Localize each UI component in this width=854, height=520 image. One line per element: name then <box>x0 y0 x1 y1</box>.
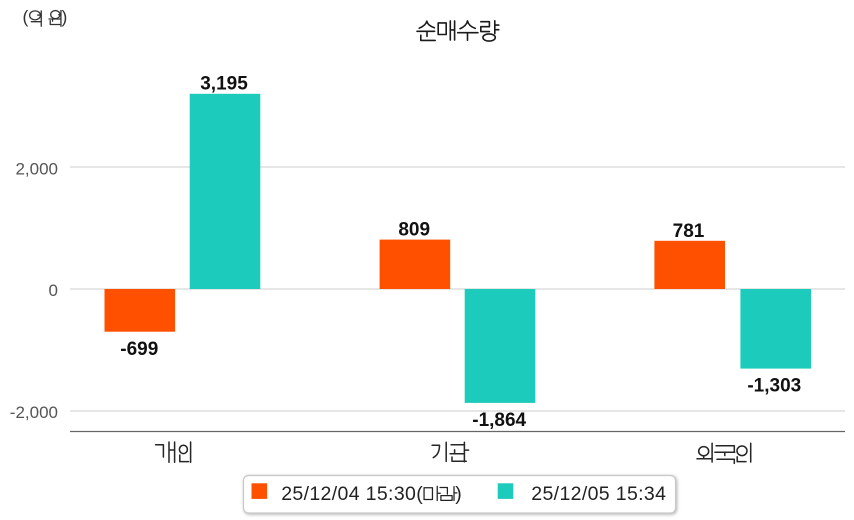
svg-text:0: 0 <box>49 281 58 300</box>
svg-text:-699: -699 <box>120 339 158 360</box>
svg-text:3,195: 3,195 <box>200 74 248 95</box>
svg-text:25/12/04 15:30(: 25/12/04 15:30( <box>281 483 423 505</box>
svg-text:2,000: 2,000 <box>15 160 58 179</box>
svg-text:25/12/05 15:34: 25/12/05 15:34 <box>531 483 666 505</box>
svg-text:781: 781 <box>673 221 705 242</box>
svg-text:-2,000: -2,000 <box>10 403 58 422</box>
svg-text:809: 809 <box>398 219 430 240</box>
svg-text:): ) <box>455 483 462 505</box>
svg-text:(: ( <box>23 7 29 27</box>
svg-text:-1,864: -1,864 <box>472 410 526 431</box>
svg-text:): ) <box>62 7 68 27</box>
svg-text:-1,303: -1,303 <box>747 375 801 396</box>
